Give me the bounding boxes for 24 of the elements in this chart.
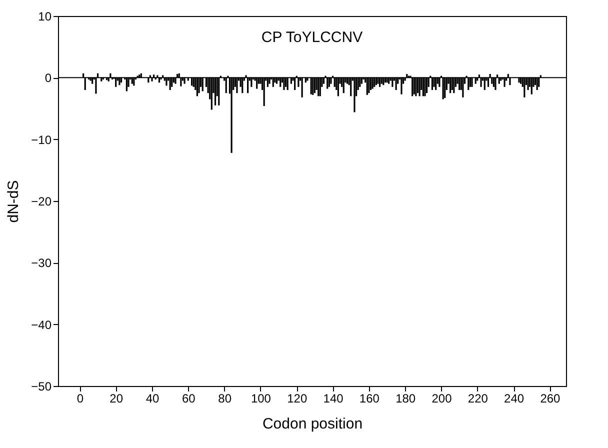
y-axis-title: dN-dS xyxy=(5,180,22,223)
x-tick-label: 40 xyxy=(146,392,160,406)
x-axis-title: Codon position xyxy=(262,416,363,432)
x-tick-label: 0 xyxy=(76,392,84,406)
x-tick-label: 20 xyxy=(110,392,124,406)
x-tick-label: 220 xyxy=(468,392,488,406)
x-tick-label: 100 xyxy=(250,392,272,406)
x-tick-label: 160 xyxy=(359,392,380,406)
y-tick-label: 10 xyxy=(38,10,52,24)
text: CP ToYLCCNV xyxy=(261,29,363,46)
x-tick-label: 240 xyxy=(504,392,524,406)
y-tick-label: 0 xyxy=(44,71,52,86)
x-tick-label: 200 xyxy=(432,392,452,406)
x-tick-label: 140 xyxy=(323,392,344,406)
y-tick-label: −20 xyxy=(31,194,52,208)
x-tick-label: 60 xyxy=(182,392,196,406)
y-tick-label: −10 xyxy=(31,132,52,147)
x-tick-label: 260 xyxy=(540,392,561,406)
x-tick-label: 180 xyxy=(396,392,416,406)
y-tick-label: −40 xyxy=(31,318,52,332)
y-tick-label: −50 xyxy=(31,380,52,394)
x-tick-label: 120 xyxy=(287,392,308,406)
x-tick-label: 80 xyxy=(218,392,232,406)
y-tick-label: −30 xyxy=(31,256,52,270)
